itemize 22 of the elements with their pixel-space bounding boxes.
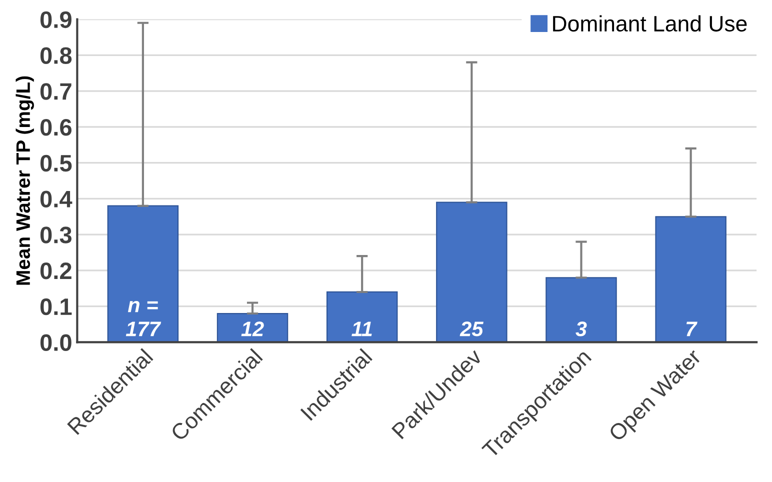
annotation: n = 177 [126,300,162,336]
bar [655,216,726,342]
bar [436,202,508,342]
y-axis-title: Mean Watrer TP (mg/L) [16,76,34,285]
y-tick-label: 0.6 [40,118,72,136]
y-tick-label: 0.9 [40,11,72,28]
y-tick-label: 0.2 [40,262,72,280]
y-tick-label: 0.3 [40,226,72,244]
bar [546,277,617,342]
annotation: 12 [241,322,264,336]
y-tick-label: 0.7 [40,83,72,100]
y-tick-label: 0.4 [40,190,72,208]
annotation: 3 [576,322,587,336]
bar [326,291,398,342]
y-tick-label: 0.5 [40,154,72,172]
legend-label: Dominant Land Use [553,15,747,32]
annotation: 25 [460,322,484,336]
bar [107,205,179,342]
y-tick-label: 0.8 [40,47,72,64]
annotation: 7 [686,322,698,336]
y-tick-label: 0.1 [40,298,72,316]
annotation: 11 [352,322,372,336]
